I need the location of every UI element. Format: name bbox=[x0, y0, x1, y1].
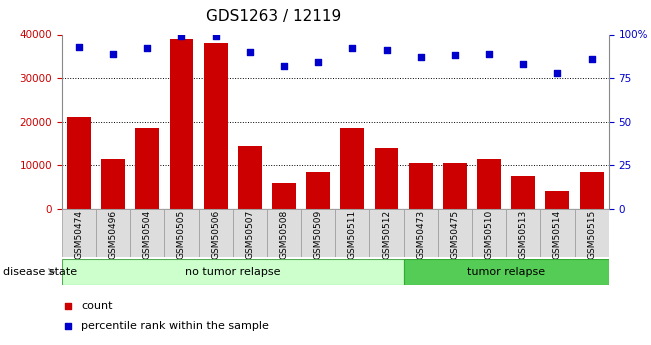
Text: tumor relapse: tumor relapse bbox=[467, 267, 546, 277]
Text: GSM50512: GSM50512 bbox=[382, 210, 391, 259]
Text: GSM50473: GSM50473 bbox=[416, 210, 425, 259]
Point bbox=[176, 33, 187, 39]
Bar bbox=[267, 209, 301, 257]
Text: GSM50511: GSM50511 bbox=[348, 210, 357, 259]
Point bbox=[390, 19, 400, 25]
Bar bbox=[340, 128, 365, 209]
Text: GSM50513: GSM50513 bbox=[519, 210, 528, 259]
Bar bbox=[62, 259, 404, 285]
Bar bbox=[511, 176, 535, 209]
Text: GSM50507: GSM50507 bbox=[245, 210, 255, 259]
Text: GSM50508: GSM50508 bbox=[279, 210, 288, 259]
Text: GSM50509: GSM50509 bbox=[314, 210, 323, 259]
Bar bbox=[135, 128, 159, 209]
Point bbox=[313, 60, 324, 65]
Bar bbox=[506, 209, 540, 257]
Point bbox=[484, 51, 494, 57]
Bar bbox=[374, 148, 398, 209]
Bar bbox=[370, 209, 404, 257]
Bar bbox=[164, 209, 199, 257]
Point bbox=[74, 44, 84, 49]
Bar bbox=[546, 191, 570, 209]
Bar bbox=[204, 43, 228, 209]
Bar bbox=[96, 209, 130, 257]
Bar bbox=[409, 163, 433, 209]
Bar bbox=[335, 209, 370, 257]
Point bbox=[142, 46, 152, 51]
Text: GSM50496: GSM50496 bbox=[109, 210, 118, 259]
Text: GSM50514: GSM50514 bbox=[553, 210, 562, 259]
Bar bbox=[437, 209, 472, 257]
Bar bbox=[301, 209, 335, 257]
Bar bbox=[575, 209, 609, 257]
Bar bbox=[306, 172, 330, 209]
Text: GSM50475: GSM50475 bbox=[450, 210, 460, 259]
Bar bbox=[233, 209, 267, 257]
Point bbox=[279, 63, 289, 69]
Text: GSM50506: GSM50506 bbox=[211, 210, 220, 259]
Text: GSM50474: GSM50474 bbox=[74, 210, 83, 259]
Text: disease state: disease state bbox=[3, 267, 77, 277]
Text: GDS1263 / 12119: GDS1263 / 12119 bbox=[206, 9, 341, 23]
Bar bbox=[579, 172, 603, 209]
Point bbox=[210, 33, 221, 39]
Point bbox=[381, 47, 392, 53]
Point bbox=[108, 51, 118, 57]
Bar bbox=[540, 209, 575, 257]
Bar bbox=[130, 209, 164, 257]
Point bbox=[552, 70, 562, 76]
Bar bbox=[472, 209, 506, 257]
Bar bbox=[404, 259, 609, 285]
Point bbox=[518, 61, 529, 67]
Text: count: count bbox=[81, 301, 113, 311]
Text: GSM50510: GSM50510 bbox=[484, 210, 493, 259]
Point bbox=[587, 56, 597, 62]
Bar bbox=[272, 183, 296, 209]
Point bbox=[347, 46, 357, 51]
Bar bbox=[101, 159, 125, 209]
Bar bbox=[404, 209, 437, 257]
Bar bbox=[477, 159, 501, 209]
Text: GSM50504: GSM50504 bbox=[143, 210, 152, 259]
Bar bbox=[169, 39, 193, 209]
Bar bbox=[67, 117, 91, 209]
Text: percentile rank within the sample: percentile rank within the sample bbox=[81, 321, 269, 331]
Point bbox=[450, 53, 460, 58]
Bar bbox=[199, 209, 233, 257]
Text: GSM50515: GSM50515 bbox=[587, 210, 596, 259]
Bar bbox=[443, 163, 467, 209]
Point bbox=[245, 49, 255, 55]
Text: no tumor relapse: no tumor relapse bbox=[185, 267, 281, 277]
Bar bbox=[62, 209, 96, 257]
Point bbox=[415, 55, 426, 60]
Text: GSM50505: GSM50505 bbox=[177, 210, 186, 259]
Point bbox=[390, 199, 400, 204]
Bar bbox=[238, 146, 262, 209]
